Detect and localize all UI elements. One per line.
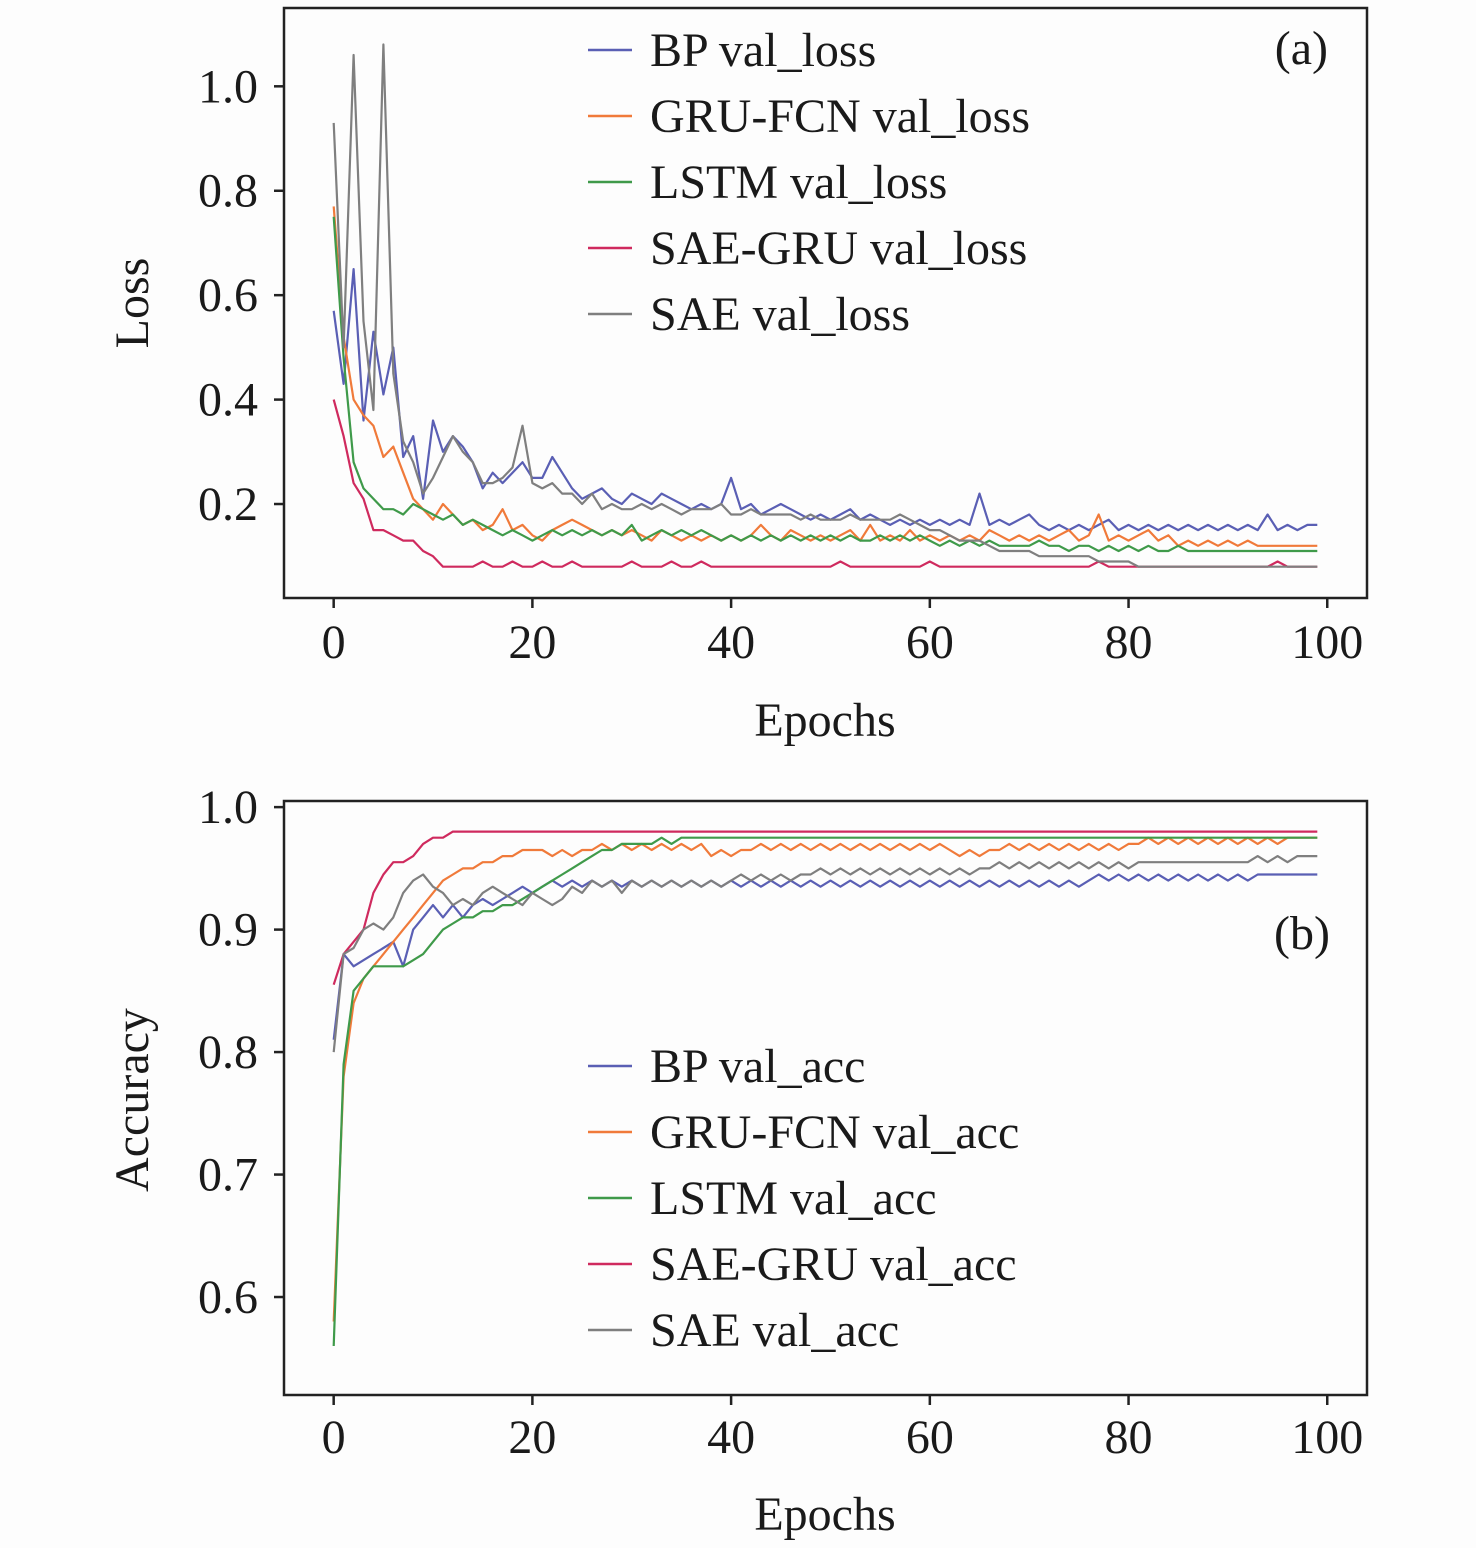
accuracy-legend-label: BP val_acc <box>650 1040 865 1093</box>
loss-x-axis: 0 20 40 60 80 100 <box>322 598 1363 669</box>
accuracy-legend-label: LSTM val_acc <box>650 1172 937 1225</box>
accuracy-y-tick-label: 0.9 <box>198 904 258 957</box>
loss-panel-label: (a) <box>1275 22 1328 75</box>
accuracy-panel: 0 20 40 60 80 100 0.6 0.7 0.8 0.9 1.0 Epochs Accu… <box>106 781 1369 1541</box>
loss-x-tick-label: 0 <box>322 616 346 669</box>
loss-x-tick-label: 60 <box>906 616 954 669</box>
accuracy-series-line-2 <box>332 836 1318 1347</box>
accuracy-x-tick-label: 60 <box>906 1411 954 1464</box>
accuracy-series-lines <box>332 830 1318 1347</box>
loss-x-tick-label: 20 <box>508 616 556 669</box>
loss-x-tick-label: 100 <box>1291 616 1363 669</box>
accuracy-legend: BP val_acc GRU-FCN val_acc LSTM val_acc SAE… <box>588 1040 1019 1357</box>
loss-y-axis-title: Loss <box>106 258 159 349</box>
loss-legend-label: SAE val_loss <box>650 288 910 341</box>
accuracy-plot-frame <box>282 799 1369 1397</box>
accuracy-series-line-1 <box>332 836 1318 1322</box>
loss-legend: BP val_loss GRU-FCN val_loss LSTM val_loss… <box>588 24 1030 341</box>
accuracy-x-tick-label: 0 <box>322 1411 346 1464</box>
loss-series-lines <box>332 43 1318 568</box>
loss-y-tick-label: 0.8 <box>198 165 258 218</box>
loss-plot-frame <box>282 6 1369 600</box>
accuracy-y-tick-label: 0.8 <box>198 1026 258 1079</box>
accuracy-legend-label: SAE-GRU val_acc <box>650 1238 1017 1291</box>
loss-panel: 0 20 40 60 80 100 0.2 0.4 0.6 0.8 1.0 Epochs Loss… <box>106 6 1369 747</box>
accuracy-y-tick-label: 0.7 <box>198 1149 258 1202</box>
accuracy-series-line-0 <box>332 873 1318 1040</box>
loss-x-tick-label: 80 <box>1105 616 1153 669</box>
loss-legend-label: GRU-FCN val_loss <box>650 90 1030 143</box>
accuracy-x-axis: 0 20 40 60 80 100 <box>322 1395 1363 1464</box>
accuracy-legend-label: GRU-FCN val_acc <box>650 1106 1019 1159</box>
loss-y-axis: 0.2 0.4 0.6 0.8 1.0 <box>198 60 284 531</box>
accuracy-series-line-4 <box>332 854 1318 1053</box>
loss-y-tick-label: 0.4 <box>198 374 258 427</box>
accuracy-y-tick-label: 0.6 <box>198 1271 258 1324</box>
loss-y-tick-label: 0.2 <box>198 478 258 531</box>
accuracy-x-tick-label: 20 <box>508 1411 556 1464</box>
accuracy-series-line-3 <box>332 830 1318 986</box>
loss-x-axis-title: Epochs <box>754 694 895 747</box>
accuracy-x-tick-label: 100 <box>1291 1411 1363 1464</box>
accuracy-x-tick-label: 40 <box>707 1411 755 1464</box>
loss-x-tick-label: 40 <box>707 616 755 669</box>
loss-legend-label: SAE-GRU val_loss <box>650 222 1027 275</box>
accuracy-legend-label: SAE val_acc <box>650 1304 899 1357</box>
loss-y-tick-label: 1.0 <box>198 60 258 113</box>
loss-y-tick-label: 0.6 <box>198 269 258 322</box>
accuracy-y-axis-title: Accuracy <box>106 1008 159 1192</box>
loss-series-line-2 <box>332 216 1318 553</box>
loss-series-line-0 <box>332 268 1318 532</box>
loss-legend-label: LSTM val_loss <box>650 156 947 209</box>
accuracy-panel-label: (b) <box>1274 907 1330 960</box>
loss-legend-label: BP val_loss <box>650 24 876 77</box>
accuracy-x-tick-label: 80 <box>1105 1411 1153 1464</box>
loss-series-line-4 <box>332 43 1318 568</box>
accuracy-y-axis: 0.6 0.7 0.8 0.9 1.0 <box>198 781 284 1324</box>
accuracy-x-axis-title: Epochs <box>754 1488 895 1541</box>
accuracy-y-tick-label: 1.0 <box>198 781 258 834</box>
